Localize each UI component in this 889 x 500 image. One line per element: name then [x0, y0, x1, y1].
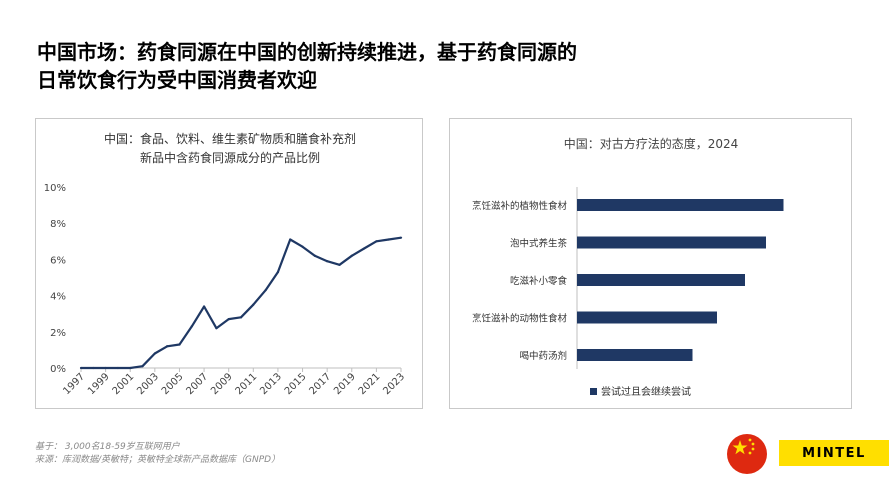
y-tick-label: 4%	[50, 292, 66, 303]
x-tick-label: 2015	[283, 371, 309, 397]
line-point	[264, 289, 267, 292]
x-tick-label: 2007	[184, 371, 210, 397]
bar-chart: 中国：对古方疗法的态度，2024 烹饪滋补的植物性食材泡中式养生茶吃滋补小零食烹饪…	[472, 136, 784, 398]
line-point	[326, 260, 329, 263]
line-point	[215, 327, 218, 330]
line-point	[276, 270, 280, 274]
line-point	[375, 240, 378, 243]
line-point	[153, 352, 156, 355]
line-point	[166, 345, 169, 348]
x-tick-label: 2001	[111, 371, 137, 397]
line-series	[81, 236, 402, 370]
line-point	[387, 238, 390, 241]
bar	[577, 236, 766, 249]
x-tick-label: 2005	[160, 371, 186, 397]
line-point	[202, 305, 206, 308]
x-tick-label: 1997	[61, 371, 87, 397]
bar	[577, 349, 693, 361]
slide-title-line1: 中国市场：药食同源在中国的创新持续推进，基于药食同源的	[37, 40, 577, 64]
y-tick-label: 8%	[50, 219, 66, 230]
x-tick-label: 2021	[357, 371, 383, 397]
line-point	[79, 366, 83, 370]
flag-small-star	[748, 438, 752, 442]
x-tick-label: 2009	[209, 371, 235, 397]
china-flag-icon	[727, 434, 767, 474]
mintel-logo: MINTEL	[779, 440, 889, 466]
line-point	[190, 325, 193, 328]
line-point	[239, 316, 243, 319]
y-tick-label: 6%	[50, 255, 66, 266]
line-point	[227, 318, 230, 321]
bar-category-label: 喝中药汤剂	[519, 350, 567, 362]
x-tick-label: 2003	[135, 371, 161, 397]
line-point	[362, 247, 366, 250]
bar-category-label: 烹饪滋补的植物性食材	[472, 200, 568, 212]
line-point	[252, 303, 255, 306]
line-point	[104, 366, 107, 370]
line-point	[141, 365, 144, 368]
bar	[577, 311, 717, 324]
slide-title-line2: 日常饮食行为受中国消费者欢迎	[37, 68, 317, 92]
bar	[577, 274, 745, 286]
bar-chart-title: 中国：对古方疗法的态度，2024	[564, 136, 739, 151]
bar-category-label: 烹饪滋补的动物性食材	[472, 313, 568, 325]
x-tick-label: 2023	[381, 371, 407, 397]
x-tick-label: 2013	[258, 371, 284, 397]
line-point	[350, 254, 353, 257]
flag-small-star	[748, 451, 752, 455]
x-tick-label: 2017	[307, 371, 333, 397]
line-point	[116, 366, 120, 370]
footnote-source: 来源：库润数据/英敏特；英敏特全球新产品数据库（GNPD）	[35, 455, 281, 465]
footnote-base: 基于： 3,000名18-59岁互联网用户	[35, 442, 180, 452]
line-chart-title: 中国：食品、饮料、维生素矿物质和膳食补充剂	[104, 131, 356, 146]
flag-small-star	[751, 442, 755, 446]
line-point	[399, 236, 403, 239]
bar-chart-panel: 中国：对古方疗法的态度，2024 烹饪滋补的植物性食材泡中式养生茶 吃滋补小零食烹饪…	[449, 118, 852, 409]
x-tick-label: 2011	[234, 371, 260, 397]
legend-label: 尝试过且会继续尝试	[601, 385, 691, 398]
line-point	[178, 343, 181, 346]
line-point	[129, 366, 132, 370]
x-tick-label: 2019	[332, 371, 358, 397]
line-point	[92, 366, 95, 370]
line-point	[301, 245, 304, 248]
y-tick-label: 2%	[50, 328, 66, 339]
line-chart-subtitle: 新品中含药食同源成分的产品比例	[140, 150, 320, 165]
x-tick-label: 1999	[86, 371, 112, 397]
line-point	[289, 238, 292, 241]
line-point	[313, 254, 316, 257]
y-tick-label: 10%	[44, 183, 66, 194]
bar-category-label: 泡中式养生茶	[510, 238, 568, 250]
bar	[577, 199, 784, 211]
flag-small-star	[751, 447, 755, 451]
line-point	[338, 263, 341, 266]
y-tick-label: 0%	[50, 364, 66, 375]
bar-category-label: 吃滋补小零食	[510, 275, 568, 287]
mintel-logo-text: MINTEL	[802, 445, 866, 461]
legend-swatch	[590, 388, 597, 395]
flag-big-star	[732, 440, 748, 455]
line-chart-panel: 中国：食品、饮料、维生素矿物质和膳食补充剂 新品中含药食同源成分的产品比例 0% 2%…	[35, 118, 423, 409]
slide-title: 中国市场：药食同源在中国的创新持续推进，基于药食同源的 日常饮食行为受中国消费者…	[37, 38, 737, 94]
